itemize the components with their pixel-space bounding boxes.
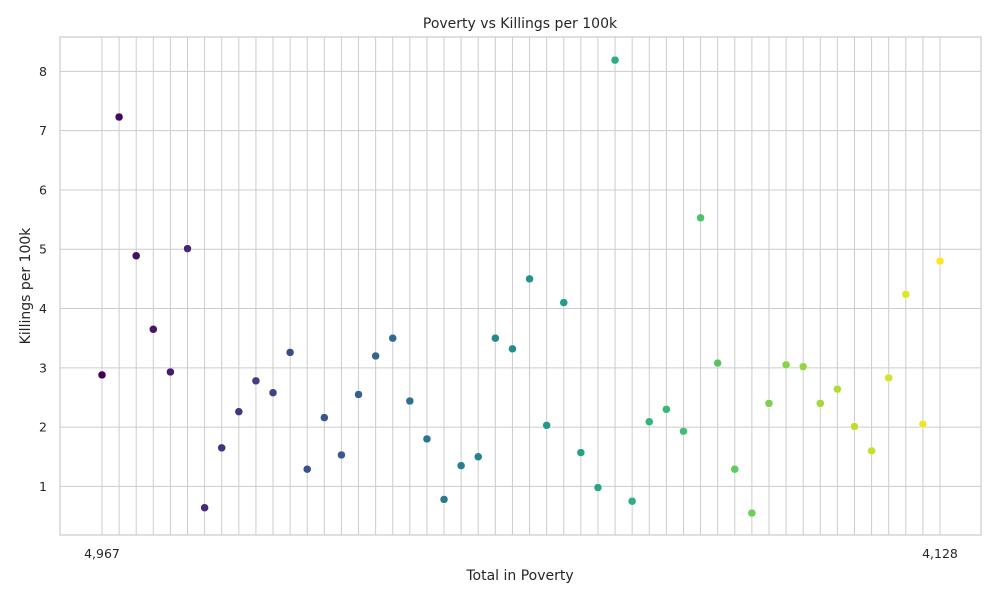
- scatter-point: [918, 419, 928, 429]
- data-points: [97, 55, 945, 518]
- scatter-point: [884, 373, 893, 383]
- scatter-point: [491, 333, 500, 343]
- scatter-point: [234, 407, 244, 416]
- scatter-point: [645, 417, 654, 427]
- scatter-point: [747, 508, 757, 518]
- scatter-point: [935, 256, 945, 266]
- y-tick-label: 2: [39, 420, 47, 435]
- scatter-point: [285, 348, 295, 357]
- y-tick-label: 8: [39, 64, 47, 79]
- scatter-point: [713, 358, 722, 368]
- scatter-point: [867, 446, 876, 456]
- x-axis-label: Total in Poverty: [465, 568, 573, 584]
- scatter-point: [337, 450, 346, 460]
- x-tick-labels: 4,967 4,128: [84, 546, 958, 561]
- scatter-point: [114, 112, 124, 122]
- scatter-point: [901, 290, 911, 299]
- scatter-point: [696, 213, 705, 223]
- scatter-point: [320, 413, 329, 422]
- scatter-point: [217, 443, 226, 453]
- scatter-point: [662, 405, 671, 414]
- scatter-point: [388, 333, 397, 343]
- x-grid: [101, 37, 941, 535]
- scatter-point: [679, 427, 688, 436]
- chart-title: Poverty vs Killings per 100k: [423, 16, 618, 32]
- scatter-point: [593, 483, 603, 492]
- x-tick-label-last: 4,128: [922, 546, 958, 561]
- scatter-point: [251, 376, 261, 386]
- scatter-point: [764, 399, 774, 408]
- scatter-point: [149, 325, 158, 334]
- scatter-point: [371, 351, 380, 361]
- y-tick-label: 5: [39, 242, 47, 257]
- y-grid: [60, 70, 981, 487]
- y-axis-label: Killings per 100k: [18, 227, 34, 345]
- scatter-point: [405, 396, 415, 406]
- scatter-point: [97, 370, 107, 380]
- x-tick-label-first: 4,967: [84, 546, 120, 561]
- scatter-point: [439, 495, 449, 504]
- y-tick-label: 7: [39, 123, 47, 138]
- scatter-point: [730, 464, 740, 474]
- scatter-point: [542, 421, 551, 430]
- plot-frame: [59, 36, 982, 536]
- y-tick-label: 6: [39, 182, 47, 197]
- scatter-point: [627, 496, 637, 506]
- scatter-point: [816, 399, 825, 408]
- scatter-point: [610, 55, 620, 65]
- scatter-point: [473, 452, 483, 461]
- scatter-point: [525, 274, 534, 284]
- scatter-point: [422, 434, 432, 444]
- scatter-point: [268, 388, 278, 397]
- scatter-point: [781, 360, 791, 370]
- scatter-point: [183, 244, 192, 253]
- scatter-point: [833, 384, 842, 394]
- y-tick-label: 1: [39, 479, 47, 494]
- y-tick-label: 4: [39, 301, 47, 316]
- scatter-point: [166, 367, 175, 377]
- scatter-point: [508, 344, 517, 354]
- scatter-point: [354, 390, 363, 399]
- scatter-point: [302, 464, 312, 474]
- scatter-point: [200, 503, 209, 512]
- y-tick-labels: 1 2 3 4 5 6 7 8: [39, 64, 47, 494]
- scatter-point: [850, 422, 859, 431]
- scatter-point: [131, 251, 141, 261]
- scatter-point: [576, 448, 586, 457]
- scatter-point: [798, 362, 808, 371]
- scatter-point: [456, 461, 466, 470]
- scatter-point: [559, 298, 569, 307]
- y-tick-label: 3: [39, 360, 47, 375]
